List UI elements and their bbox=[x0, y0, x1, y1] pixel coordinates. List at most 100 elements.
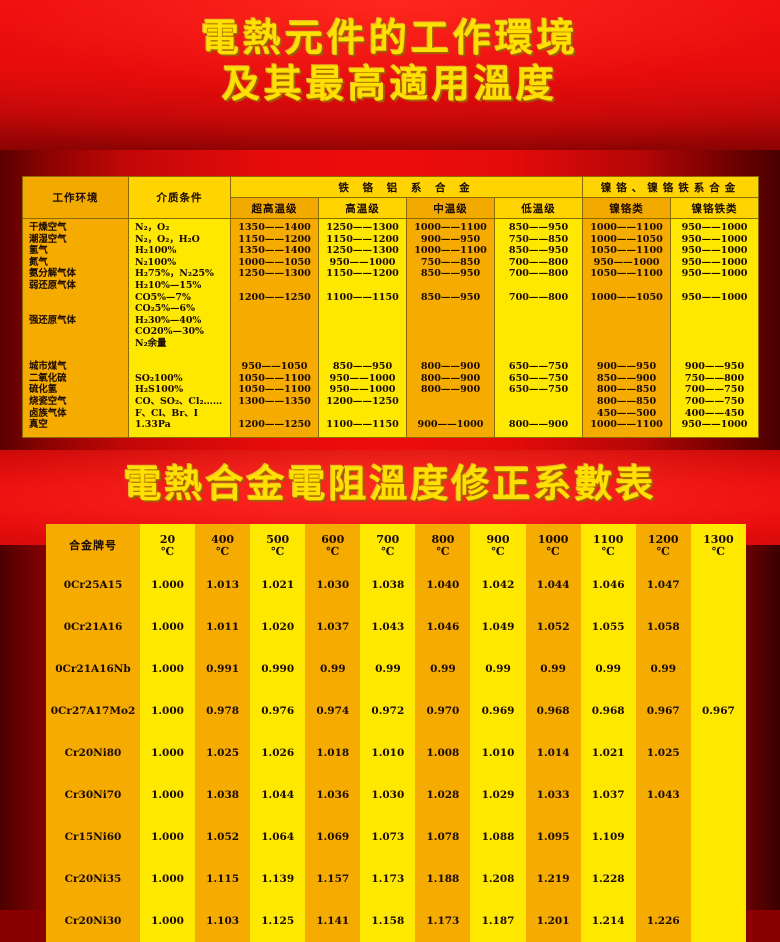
cell-coefficient-1000: 1.095 bbox=[525, 816, 581, 858]
value-line-2-2: 1000——1100 bbox=[414, 245, 487, 257]
temp-value: 400 bbox=[211, 533, 235, 546]
cell-coefficient-1300 bbox=[690, 606, 746, 648]
medium-line-14: H₂S100% bbox=[135, 384, 184, 396]
temp-value: 1100 bbox=[592, 533, 624, 546]
cell-alloy-grade: Cr30Ni70 bbox=[46, 774, 140, 816]
cell-coefficient-20: 1.000 bbox=[140, 774, 196, 816]
cell-coefficient-1200 bbox=[635, 858, 691, 900]
value-line-0-0: 1350——1400 bbox=[238, 222, 311, 233]
cell-coefficient-1000: 1.014 bbox=[525, 732, 581, 774]
value-line-5-15: 700——750 bbox=[684, 395, 745, 407]
cell-coefficient-700: 1.043 bbox=[360, 606, 416, 648]
cell-coefficient-1200: 1.047 bbox=[635, 564, 691, 606]
value-line-5-11 bbox=[671, 350, 758, 362]
value-line-0-16 bbox=[231, 408, 318, 420]
value-line-4-14: 800——850 bbox=[596, 384, 657, 396]
value-line-3-6: 700——800 bbox=[508, 291, 569, 303]
value-line-5-1: 950——1000 bbox=[681, 233, 748, 245]
value-line-1-17: 1100——1150 bbox=[326, 419, 399, 431]
value-line-2-5 bbox=[407, 280, 494, 292]
table1-body-row: 干燥空气 潮湿空气 氢气 氮气 氨分解气体 弱还原气体 强还原气体 城市煤气 二氧化硫 硫化氢… bbox=[22, 218, 760, 438]
cell-coefficient-600: 1.141 bbox=[305, 900, 361, 942]
value-line-5-6: 950——1000 bbox=[681, 291, 748, 303]
cell-coefficient-1200: 1.043 bbox=[635, 774, 691, 816]
value-line-0-11 bbox=[231, 350, 318, 362]
value-line-1-16 bbox=[319, 408, 406, 420]
value-line-3-15 bbox=[495, 396, 582, 408]
value-line-5-2: 950——1000 bbox=[681, 245, 748, 257]
temp-value: 700 bbox=[376, 533, 400, 546]
value-line-0-1: 1150——1200 bbox=[238, 233, 311, 245]
table-row: Cr15Ni60 1.000 1.052 1.064 1.069 1.073 1.078 1.… bbox=[46, 816, 746, 858]
cell-alloy-grade: 0Cr21A16 bbox=[46, 606, 140, 648]
cell-coefficient-500: 1.026 bbox=[250, 732, 306, 774]
cell-coefficient-20: 1.000 bbox=[140, 900, 196, 942]
value-line-2-0: 1000——1100 bbox=[414, 222, 487, 233]
table-row: 0Cr27A17Mo2 1.000 0.978 0.976 0.974 0.972 0.97… bbox=[46, 690, 746, 732]
cell-coefficient-1000: 1.219 bbox=[525, 858, 581, 900]
cell-coefficient-20: 1.000 bbox=[140, 858, 196, 900]
value-line-0-2: 1350——1400 bbox=[238, 245, 311, 257]
value-line-3-4: 700——800 bbox=[508, 268, 569, 280]
cell-coefficient-1000: 1.044 bbox=[525, 564, 581, 606]
cell-coefficient-400: 0.991 bbox=[195, 648, 251, 690]
cell-coefficient-800: 1.173 bbox=[415, 900, 471, 942]
cell-coefficient-900: 1.208 bbox=[470, 858, 526, 900]
value-line-5-9 bbox=[671, 326, 758, 338]
cell-coefficient-600: 1.030 bbox=[305, 564, 361, 606]
cell-coefficient-700: 1.030 bbox=[360, 774, 416, 816]
cell-coefficient-800: 1.028 bbox=[415, 774, 471, 816]
value-line-5-12: 900——950 bbox=[684, 361, 745, 373]
value-line-2-11 bbox=[407, 350, 494, 362]
cell-coefficient-400: 1.103 bbox=[195, 900, 251, 942]
table-row: 0Cr21A16Nb 1.000 0.991 0.990 0.99 0.99 0.99 0.9… bbox=[46, 648, 746, 690]
value-line-5-17: 950——1000 bbox=[681, 419, 748, 431]
degree-celsius-icon: ℃ bbox=[326, 545, 340, 558]
table-row: 0Cr21A16 1.000 1.011 1.020 1.037 1.043 1.046 1.… bbox=[46, 606, 746, 648]
value-line-5-3: 950——1000 bbox=[681, 256, 748, 268]
value-line-2-15 bbox=[407, 396, 494, 408]
cell-coefficient-900: 1.049 bbox=[470, 606, 526, 648]
th-temperature-900: 900 ℃ bbox=[470, 524, 526, 564]
value-line-4-1: 1000——1050 bbox=[590, 233, 663, 245]
table-row: Cr20Ni35 1.000 1.115 1.139 1.157 1.173 1.188 1.… bbox=[46, 858, 746, 900]
cell-coefficient-1300 bbox=[690, 774, 746, 816]
value-line-5-14: 700——750 bbox=[684, 384, 745, 396]
cell-coefficient-1200: 1.058 bbox=[635, 606, 691, 648]
degree-celsius-icon: ℃ bbox=[601, 545, 615, 558]
value-line-0-5 bbox=[231, 280, 318, 292]
value-line-3-11 bbox=[495, 350, 582, 362]
value-line-5-4: 950——1000 bbox=[681, 268, 748, 280]
medium-line-17: 1.33Pa bbox=[135, 419, 171, 431]
th-temperature-20: 20 ℃ bbox=[140, 524, 196, 564]
cell-coefficient-1000: 1.201 bbox=[525, 900, 581, 942]
cell-values-high: 1250——1300 1150——1200 1250——1300 950——1000 1… bbox=[319, 219, 406, 437]
th-sub-nicr: 镍铬类 bbox=[582, 197, 672, 219]
value-line-2-1: 900——950 bbox=[420, 233, 481, 245]
cell-coefficient-500: 0.976 bbox=[250, 690, 306, 732]
th-sub-low: 低温级 bbox=[493, 197, 584, 219]
temp-value: 500 bbox=[266, 533, 290, 546]
main-title-line-2: 及其最高適用溫度 bbox=[221, 61, 558, 106]
cell-coefficient-500: 0.990 bbox=[250, 648, 306, 690]
value-line-4-9 bbox=[583, 326, 670, 338]
cell-coefficient-700: 0.99 bbox=[360, 648, 416, 690]
cell-coefficient-900: 1.042 bbox=[470, 564, 526, 606]
value-line-1-15: 1200——1250 bbox=[326, 395, 399, 407]
cell-coefficient-900: 0.969 bbox=[470, 690, 526, 732]
value-line-1-6: 1100——1150 bbox=[326, 291, 399, 303]
cell-coefficient-1100: 1.021 bbox=[580, 732, 636, 774]
value-line-0-8 bbox=[231, 315, 318, 327]
value-line-2-13: 800——900 bbox=[420, 372, 481, 384]
cell-coefficient-500: 1.064 bbox=[250, 816, 306, 858]
cell-coefficient-400: 0.978 bbox=[195, 690, 251, 732]
medium-line-7: CO₂5%—6% bbox=[135, 303, 195, 315]
value-line-3-16 bbox=[495, 408, 582, 420]
cell-coefficient-1000: 0.968 bbox=[525, 690, 581, 732]
value-line-0-13: 1050——1100 bbox=[238, 372, 311, 384]
cell-coefficient-1200: 0.99 bbox=[635, 648, 691, 690]
cell-coefficient-400: 1.013 bbox=[195, 564, 251, 606]
cell-coefficient-20: 1.000 bbox=[140, 606, 196, 648]
th-group-nicr: 镍铬、镍铬铁系合金 bbox=[582, 176, 760, 198]
value-line-3-3: 700——800 bbox=[508, 256, 569, 268]
